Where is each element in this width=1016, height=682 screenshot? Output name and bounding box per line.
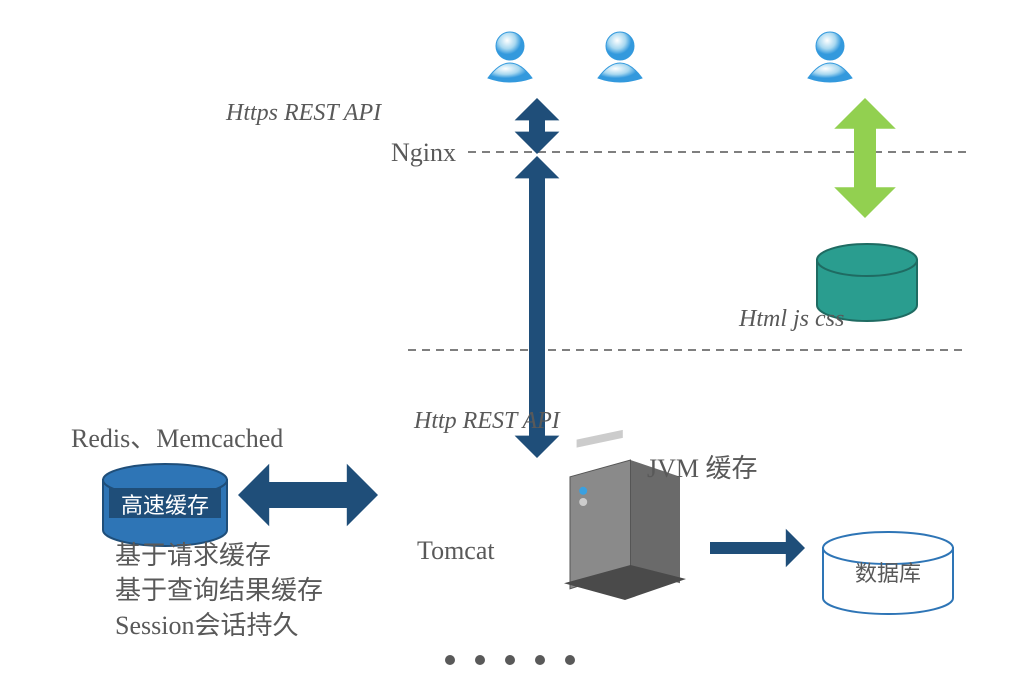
https-api-label: Https REST API (226, 100, 381, 127)
arrow-tomcat-to-db (710, 529, 805, 567)
svg-text:高速缓存: 高速缓存 (121, 493, 209, 518)
user-icon-3 (808, 32, 852, 82)
pagination-dots (445, 655, 575, 665)
arrow-user-to-html (834, 98, 896, 218)
jvm-cache-label: JVM 缓存 (647, 448, 758, 485)
nginx-label: Nginx (391, 138, 456, 168)
user-icon-1 (488, 32, 532, 82)
http-api-label: Http REST API (414, 408, 560, 435)
redis-store-cylinder: 高速缓存 (103, 464, 227, 546)
redis-memcached-label: Redis、Memcached (71, 418, 283, 455)
database-cylinder: 数据库 (823, 532, 953, 614)
html-js-css-label: Html js css (739, 306, 844, 333)
arrow-user-to-nginx (515, 98, 560, 154)
cache-line-2: 基于查询结果缓存 (115, 570, 323, 607)
cache-line-3: Session会话持久 (115, 605, 298, 642)
arrow-cache-to-tomcat (238, 464, 378, 526)
user-icon-2 (598, 32, 642, 82)
tomcat-label: Tomcat (417, 536, 495, 566)
svg-text:数据库: 数据库 (855, 561, 921, 586)
cache-line-1: 基于请求缓存 (115, 535, 271, 572)
